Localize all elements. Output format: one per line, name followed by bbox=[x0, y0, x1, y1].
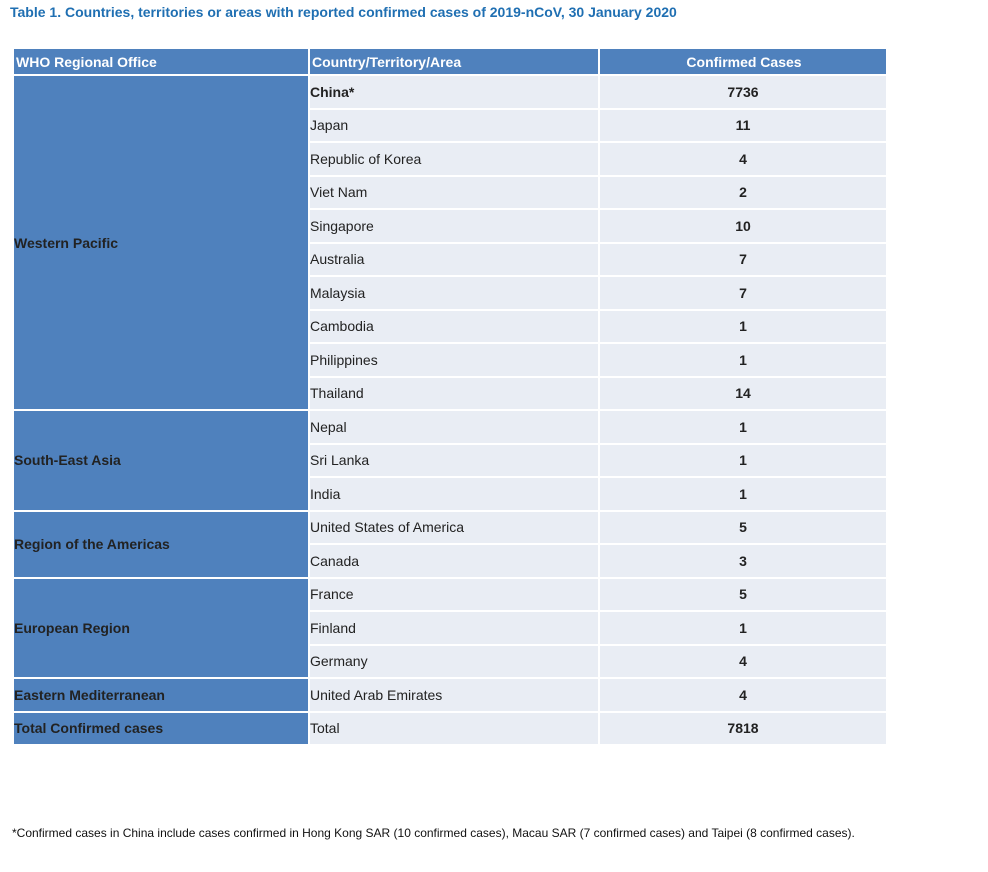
country-cell: Republic of Korea bbox=[308, 141, 600, 177]
total-label-cell: Total bbox=[308, 710, 600, 746]
country-cell: Philippines bbox=[308, 342, 600, 378]
country-cell: Viet Nam bbox=[308, 174, 600, 210]
cases-cell: 1 bbox=[598, 442, 888, 478]
country-cell: Australia bbox=[308, 241, 600, 277]
table-row: Republic of Korea 4 bbox=[13, 141, 888, 177]
cases-cell: 10 bbox=[598, 208, 888, 244]
table-row: Australia 7 bbox=[13, 241, 888, 277]
table-header-row: WHO Regional Office Country/Territory/Ar… bbox=[12, 47, 888, 76]
table-row: South-East Asia Nepal 1 bbox=[12, 409, 888, 512]
footnote: *Confirmed cases in China include cases … bbox=[12, 826, 855, 840]
cases-cell: 7 bbox=[598, 275, 888, 311]
country-cell: China* bbox=[308, 74, 600, 110]
table-row: Malaysia 7 bbox=[13, 275, 888, 311]
table-row: Philippines 1 bbox=[13, 342, 888, 378]
region-south-east-asia: South-East Asia bbox=[12, 409, 310, 512]
table-title: Table 1. Countries, territories or areas… bbox=[10, 4, 677, 20]
cases-cell: 1 bbox=[598, 342, 888, 378]
country-cell: Singapore bbox=[308, 208, 600, 244]
country-cell: Finland bbox=[308, 610, 600, 646]
cases-cell: 14 bbox=[598, 375, 888, 411]
table-row: Singapore 10 bbox=[13, 208, 888, 244]
table-row: European Region France 5 bbox=[12, 576, 888, 679]
header-country: Country/Territory/Area bbox=[308, 47, 600, 76]
country-cell: United States of America bbox=[308, 509, 600, 545]
cases-cell: 4 bbox=[598, 677, 888, 713]
table-row: Viet Nam 2 bbox=[13, 174, 888, 210]
table-row: Western Pacific China* 7736 bbox=[12, 74, 888, 411]
country-cell: Cambodia bbox=[308, 308, 600, 344]
total-row: Total Confirmed cases Total 7818 bbox=[12, 710, 888, 746]
table-row: Sri Lanka 1 bbox=[13, 442, 888, 478]
cases-cell: 4 bbox=[598, 643, 888, 679]
country-cell: India bbox=[308, 476, 600, 512]
country-cell: Germany bbox=[308, 643, 600, 679]
table-row: India 1 bbox=[13, 476, 888, 512]
table-row: Canada 3 bbox=[13, 543, 888, 579]
table-row: Cambodia 1 bbox=[13, 308, 888, 344]
confirmed-cases-table: WHO Regional Office Country/Territory/Ar… bbox=[12, 47, 888, 746]
cases-cell: 1 bbox=[598, 409, 888, 445]
cases-cell: 2 bbox=[598, 174, 888, 210]
country-cell: France bbox=[308, 576, 600, 612]
region-eastern-mediterranean: Eastern Mediterranean bbox=[12, 677, 310, 713]
region-western-pacific: Western Pacific bbox=[12, 74, 310, 411]
cases-cell: 1 bbox=[598, 308, 888, 344]
table-row: Finland 1 bbox=[13, 610, 888, 646]
table-row: Region of the Americas United States of … bbox=[12, 509, 888, 579]
cases-cell: 3 bbox=[598, 543, 888, 579]
region-americas: Region of the Americas bbox=[12, 509, 310, 579]
table-row: Japan 11 bbox=[13, 107, 888, 143]
cases-cell: 5 bbox=[598, 509, 888, 545]
table-row: Germany 4 bbox=[13, 643, 888, 679]
region-european: European Region bbox=[12, 576, 310, 679]
region-total: Total Confirmed cases bbox=[12, 710, 310, 746]
cases-cell: 7736 bbox=[598, 74, 888, 110]
country-cell: Sri Lanka bbox=[308, 442, 600, 478]
table-row: Eastern Mediterranean United Arab Emirat… bbox=[12, 677, 888, 713]
table-row: Thailand 14 bbox=[13, 375, 888, 411]
header-cases: Confirmed Cases bbox=[598, 47, 888, 76]
country-cell: Thailand bbox=[308, 375, 600, 411]
country-cell: Malaysia bbox=[308, 275, 600, 311]
country-cell: Japan bbox=[308, 107, 600, 143]
cases-cell: 11 bbox=[598, 107, 888, 143]
cases-cell: 1 bbox=[598, 476, 888, 512]
cases-cell: 5 bbox=[598, 576, 888, 612]
cases-cell: 1 bbox=[598, 610, 888, 646]
header-region: WHO Regional Office bbox=[12, 47, 310, 76]
country-cell: Canada bbox=[308, 543, 600, 579]
country-cell: United Arab Emirates bbox=[308, 677, 600, 713]
country-cell: Nepal bbox=[308, 409, 600, 445]
cases-cell: 4 bbox=[598, 141, 888, 177]
cases-cell: 7 bbox=[598, 241, 888, 277]
total-cases-cell: 7818 bbox=[598, 710, 888, 746]
